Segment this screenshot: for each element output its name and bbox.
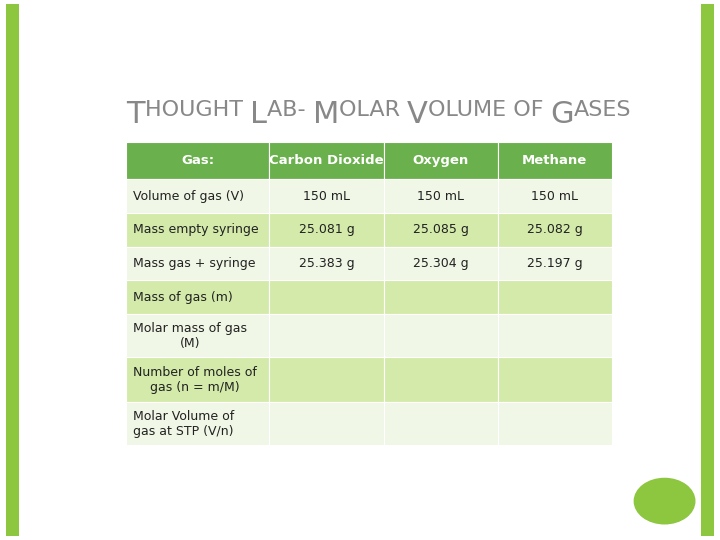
Bar (384, 357, 498, 402)
Text: G: G (551, 100, 575, 129)
Text: 25.304 g: 25.304 g (413, 257, 469, 270)
Bar (384, 314, 498, 357)
Text: Gas:: Gas: (181, 154, 215, 167)
Bar (498, 314, 612, 357)
Text: Oxygen: Oxygen (413, 154, 469, 167)
Bar (126, 247, 269, 280)
Text: OLAR: OLAR (339, 100, 407, 120)
Bar (384, 141, 498, 179)
Text: Mass empty syringe: Mass empty syringe (133, 223, 258, 237)
Bar (269, 213, 384, 247)
Text: 25.383 g: 25.383 g (299, 257, 354, 270)
Text: 150 mL: 150 mL (531, 190, 578, 202)
Bar (126, 179, 269, 213)
Bar (126, 280, 269, 314)
Text: T: T (126, 100, 145, 129)
Text: M: M (312, 100, 339, 129)
Text: 25.082 g: 25.082 g (527, 223, 582, 237)
Bar (126, 141, 269, 179)
Text: ASES: ASES (575, 100, 631, 120)
Bar (269, 247, 384, 280)
Text: 25.081 g: 25.081 g (299, 223, 354, 237)
Text: AB-: AB- (267, 100, 312, 120)
Bar (269, 280, 384, 314)
Text: V: V (407, 100, 428, 129)
Text: 150 mL: 150 mL (417, 190, 464, 202)
Bar (498, 141, 612, 179)
Text: Mass of gas (m): Mass of gas (m) (133, 291, 233, 303)
Bar (269, 141, 384, 179)
Bar (384, 179, 498, 213)
Bar (498, 247, 612, 280)
Bar (126, 402, 269, 446)
Bar (269, 179, 384, 213)
Bar (384, 402, 498, 446)
Bar (269, 314, 384, 357)
Text: Molar mass of gas
(M): Molar mass of gas (M) (133, 322, 247, 349)
Bar (269, 357, 384, 402)
Bar (126, 357, 269, 402)
Text: 25.085 g: 25.085 g (413, 223, 469, 237)
Text: Number of moles of
gas (n = m/M): Number of moles of gas (n = m/M) (133, 366, 257, 394)
Text: HOUGHT: HOUGHT (145, 100, 250, 120)
Text: Mass gas + syringe: Mass gas + syringe (133, 257, 256, 270)
Bar (269, 402, 384, 446)
Text: Carbon Dioxide: Carbon Dioxide (269, 154, 384, 167)
Bar (126, 314, 269, 357)
Text: Methane: Methane (522, 154, 588, 167)
Bar (384, 213, 498, 247)
Bar (384, 247, 498, 280)
Bar (126, 213, 269, 247)
Text: OLUME OF: OLUME OF (428, 100, 551, 120)
Text: L: L (250, 100, 267, 129)
Text: 25.197 g: 25.197 g (527, 257, 582, 270)
Text: 150 mL: 150 mL (303, 190, 350, 202)
Bar (498, 280, 612, 314)
Bar (498, 357, 612, 402)
Bar (498, 179, 612, 213)
Text: Volume of gas (V): Volume of gas (V) (133, 190, 244, 202)
Bar (384, 280, 498, 314)
Bar (498, 402, 612, 446)
Bar (498, 213, 612, 247)
Text: Molar Volume of
gas at STP (V/n): Molar Volume of gas at STP (V/n) (133, 410, 234, 438)
